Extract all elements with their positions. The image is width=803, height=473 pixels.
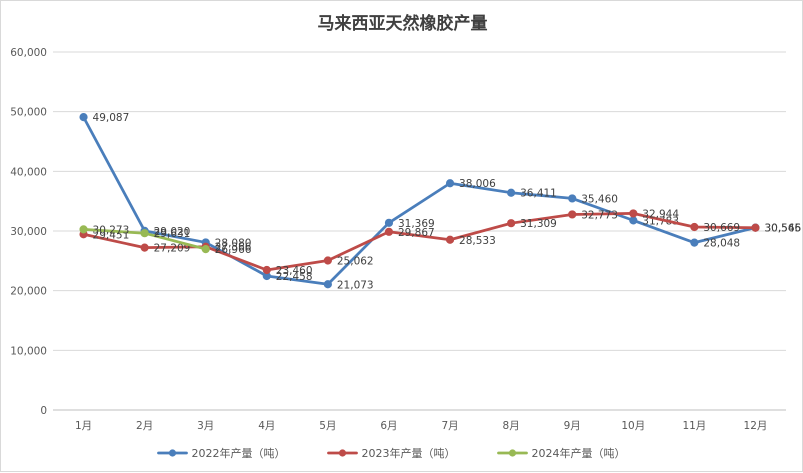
series-point-0 xyxy=(568,194,577,203)
data-label: 35,460 xyxy=(581,193,618,205)
data-label: 29,020 xyxy=(154,226,191,238)
x-tick-label: 8月 xyxy=(503,420,520,432)
data-label: 30,669 xyxy=(703,222,740,234)
data-label: 26,966 xyxy=(215,244,252,256)
y-tick-label: 30,000 xyxy=(10,226,47,238)
series-point-0 xyxy=(384,218,394,227)
legend-marker-2 xyxy=(508,449,517,457)
y-tick-label: 10,000 xyxy=(10,345,47,357)
data-label: 31,369 xyxy=(398,218,435,230)
y-tick-label: 40,000 xyxy=(10,166,47,178)
series-point-1 xyxy=(629,209,638,218)
data-label: 38,006 xyxy=(459,178,496,190)
data-label: 28,533 xyxy=(459,235,496,247)
x-tick-label: 3月 xyxy=(197,420,214,432)
y-tick-label: 0 xyxy=(40,405,47,417)
x-tick-label: 12月 xyxy=(744,420,768,432)
y-tick-label: 50,000 xyxy=(10,107,47,119)
data-label: 27,209 xyxy=(154,243,191,255)
data-label: 25,062 xyxy=(337,255,374,267)
data-label: 31,309 xyxy=(520,218,557,230)
series-point-1 xyxy=(140,243,149,252)
data-label: 30,545 xyxy=(764,223,801,235)
data-label: 49,087 xyxy=(93,112,130,124)
series-point-1 xyxy=(507,219,516,228)
data-label: 36,411 xyxy=(520,188,557,200)
series-point-1 xyxy=(384,227,394,236)
y-tick-label: 60,000 xyxy=(10,47,47,59)
data-label: 21,073 xyxy=(337,279,374,291)
data-label: 28,048 xyxy=(703,238,740,250)
series-point-0 xyxy=(323,280,332,289)
series-point-1 xyxy=(323,256,332,265)
chart-title: 马来西亚天然橡胶产量 xyxy=(317,14,488,34)
legend-marker-0 xyxy=(168,449,177,457)
series-point-1 xyxy=(262,265,271,275)
data-label: 32,773 xyxy=(581,209,618,221)
data-label: 22,458 xyxy=(276,271,313,283)
series-point-1 xyxy=(690,222,699,232)
series-point-0 xyxy=(507,188,516,197)
series-point-1 xyxy=(568,210,577,219)
x-tick-label: 7月 xyxy=(441,420,458,432)
x-tick-label: 11月 xyxy=(682,420,706,432)
data-label: 29,631 xyxy=(154,228,191,240)
data-label: 28,080 xyxy=(215,237,252,249)
x-tick-label: 9月 xyxy=(564,420,581,432)
series-point-0 xyxy=(629,216,638,225)
series-point-1 xyxy=(751,223,760,232)
data-label: 23,460 xyxy=(276,265,313,277)
x-tick-label: 5月 xyxy=(319,420,336,432)
legend-marker-1 xyxy=(338,449,347,457)
series-point-0 xyxy=(445,179,455,188)
x-tick-label: 6月 xyxy=(380,420,397,432)
data-label: 30,273 xyxy=(93,224,130,236)
legend-label-0: 2022年产量（吨） xyxy=(192,446,286,460)
series-point-0 xyxy=(79,113,88,122)
legend-label-1: 2023年产量（吨） xyxy=(362,446,456,460)
series-point-2 xyxy=(79,225,88,234)
data-label: 32,944 xyxy=(642,208,679,220)
series-point-2 xyxy=(140,229,149,238)
series-point-2 xyxy=(201,245,210,254)
x-tick-label: 10月 xyxy=(621,420,645,432)
series-point-1 xyxy=(445,235,455,244)
data-label: 27,366 xyxy=(215,242,252,254)
legend-label-2: 2024年产量（吨） xyxy=(532,446,626,460)
series-point-0 xyxy=(690,238,699,247)
x-tick-label: 2月 xyxy=(136,420,153,432)
y-tick-label: 20,000 xyxy=(10,286,47,298)
series-line-0 xyxy=(82,115,757,286)
data-label: 30,566 xyxy=(764,223,801,235)
x-tick-label: 1月 xyxy=(75,420,92,432)
data-label: 29,867 xyxy=(398,227,435,239)
x-tick-label: 4月 xyxy=(258,420,275,432)
